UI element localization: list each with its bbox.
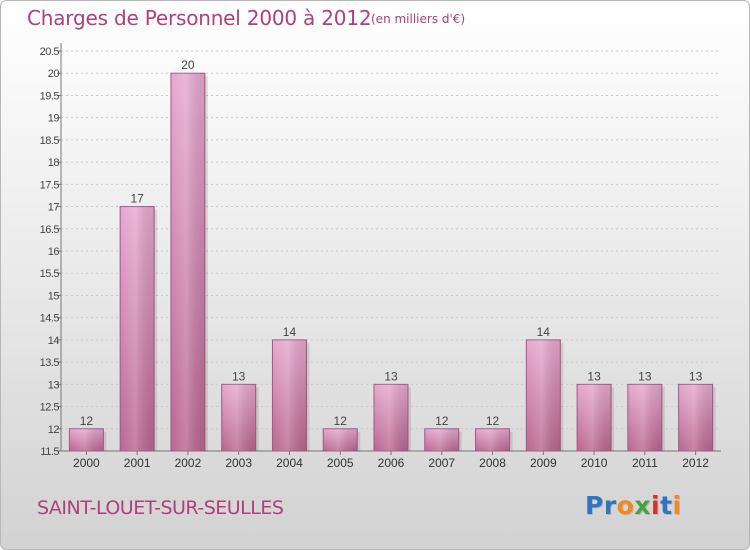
- bar-highlight: [424, 428, 459, 451]
- x-tick-labels: 2000 2001 2002 2003 2004 2005 2006 2007 2008 2009…: [73, 456, 709, 470]
- y-tick-label: 19.5: [40, 90, 60, 102]
- data-label: 13: [638, 369, 652, 383]
- y-tick-label: 14.5: [40, 313, 60, 325]
- bar-highlight: [526, 339, 561, 451]
- y-tick-labels: 11.5 12 12.5 13 13.5 14 14.5 15 15.5 16 16.5 17 17.5…: [40, 46, 60, 458]
- data-label: 14: [283, 325, 297, 339]
- data-label: 13: [587, 369, 601, 383]
- data-label: 13: [384, 369, 398, 383]
- y-tick-label: 17: [48, 202, 60, 214]
- bar-highlight: [475, 428, 510, 451]
- x-tick-label: 2012: [682, 456, 709, 470]
- data-label: 17: [130, 192, 144, 206]
- data-label: 20: [181, 58, 195, 72]
- x-tick-label: 2011: [632, 456, 658, 470]
- chart-title: Charges de Personnel 2000 à 2012: [27, 6, 372, 30]
- x-tick-label: 2006: [378, 456, 405, 470]
- x-tick-label: 2002: [175, 456, 202, 470]
- chart-subtitle: (en milliers d'€): [371, 12, 466, 26]
- data-label: 12: [486, 414, 500, 428]
- logo-letter: o: [616, 491, 635, 520]
- y-tick-label: 12: [48, 424, 60, 436]
- x-tick-label: 2003: [225, 456, 252, 470]
- x-tick-label: 2004: [276, 456, 303, 470]
- y-tick-label: 13: [48, 379, 60, 391]
- y-tick-label: 11.5: [40, 446, 59, 458]
- x-tick-label: 2001: [124, 456, 151, 470]
- bar-highlight: [374, 384, 408, 451]
- bar-highlight: [627, 384, 662, 451]
- bar-highlight: [69, 428, 104, 451]
- bar-highlight: [170, 73, 205, 451]
- x-tick-label: 2005: [327, 456, 354, 470]
- data-labels: 12 17 20 13 14 12 13 12 12 14 13 13 13: [80, 58, 703, 428]
- logo-letter: i: [651, 491, 661, 520]
- commune-name: SAINT-LOUET-SUR-SEULLES: [37, 497, 284, 519]
- x-tick-label: 2007: [428, 456, 455, 470]
- y-tick-label: 19: [48, 113, 60, 125]
- logo-letter: t: [660, 491, 673, 520]
- data-label: 14: [537, 325, 551, 339]
- bars: [68, 72, 716, 452]
- bar-highlight: [577, 384, 612, 451]
- y-tick-label: 12.5: [40, 402, 60, 414]
- y-tick-label: 14: [48, 335, 60, 347]
- x-tick-label: 2008: [479, 456, 506, 470]
- x-tick-label: 2000: [73, 456, 100, 470]
- y-tick-label: 20: [48, 68, 60, 80]
- y-tick-label: 15.5: [40, 268, 60, 280]
- data-label: 12: [435, 414, 449, 428]
- bar-highlight: [221, 384, 256, 451]
- y-tick-label: 18: [48, 157, 60, 169]
- y-tick-label: 15: [48, 290, 60, 302]
- data-label: 13: [232, 369, 246, 383]
- y-tick-label: 16.5: [40, 224, 60, 236]
- y-tick-label: 16: [48, 246, 60, 258]
- bar-highlight: [272, 339, 307, 451]
- y-tick-label: 18.5: [40, 135, 60, 147]
- logo-letter: i: [672, 491, 682, 520]
- logo-letter: x: [634, 491, 651, 520]
- bar-highlight: [120, 206, 155, 451]
- y-tick-label: 17.5: [40, 179, 60, 191]
- logo-letter: r: [603, 491, 617, 520]
- proxiti-logo: Proxiti: [585, 491, 682, 520]
- bar-highlight: [678, 384, 713, 451]
- logo-letter: P: [585, 491, 604, 520]
- x-tick-label: 2010: [581, 456, 608, 470]
- data-label: 12: [80, 414, 94, 428]
- data-label: 12: [334, 414, 348, 428]
- bar-highlight: [323, 428, 358, 451]
- y-tick-label: 13.5: [40, 357, 60, 369]
- x-tick-label: 2009: [530, 456, 557, 470]
- data-label: 13: [689, 369, 703, 383]
- y-tick-label: 20.5: [40, 46, 60, 58]
